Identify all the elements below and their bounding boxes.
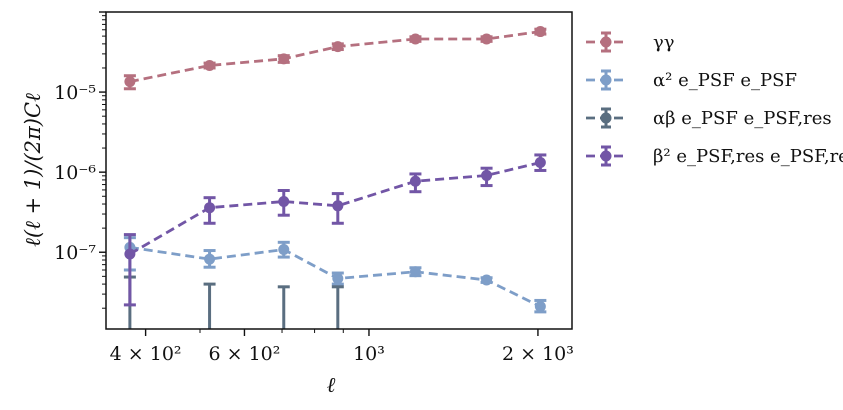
series-1 [123,236,547,314]
y-tick-label: 10⁻⁷ [54,242,96,264]
x-tick-label: 6 × 10² [209,343,281,365]
legend-handle-marker [600,150,612,162]
data-point [332,41,344,53]
series-2 [123,275,344,329]
legend-label: α² e_PSF e_PSF [653,70,797,91]
data-layer [123,26,547,329]
axes-layer: 10⁻⁵ 10⁻⁶ 10⁻⁷ 4 × 10² 6 × 10² 10³ 2 × 10³ [54,11,574,365]
data-point [409,175,421,187]
data-point [332,272,344,284]
y-tick-label: 10⁻⁵ [54,82,96,104]
legend: γγ α² e_PSF e_PSF αβ e_PSF e_PSF,res β² e_P… [586,31,843,167]
series-3 [123,153,547,307]
data-point [409,266,421,278]
data-point [481,33,493,45]
data-point [124,248,136,260]
data-point [278,244,290,256]
legend-label: γγ [653,32,675,53]
data-point [204,59,216,71]
legend-handle-marker [600,36,612,48]
x-tick-label: 10³ [353,343,385,365]
legend-handle-marker [600,112,612,124]
legend-entry: αβ e_PSF e_PSF,res [586,107,832,129]
data-point [534,301,546,313]
data-point [204,202,216,214]
x-axis-label: ℓ [327,373,336,397]
data-point [278,53,290,65]
plot-frame [105,11,573,330]
y-axis-label: ℓ(ℓ + 1)/(2π)Cℓ [21,93,45,247]
data-point [204,253,216,265]
x-tick-label: 2 × 10³ [502,343,574,365]
data-point [481,169,493,181]
legend-entry: β² e_PSF,res e_PSF,res [586,145,843,167]
series-line [129,30,541,84]
legend-handle-marker [600,74,612,86]
data-point [409,33,421,45]
data-point [534,157,546,169]
legend-entry: γγ [586,31,675,53]
legend-entry: α² e_PSF e_PSF [586,69,797,91]
y-tick-label: 10⁻⁶ [54,162,96,184]
data-point [278,196,290,208]
data-point [481,274,493,286]
legend-label: αβ e_PSF e_PSF,res [653,108,832,129]
data-point [124,76,136,88]
series-0 [123,26,547,91]
x-tick-label: 4 × 10² [110,343,182,365]
data-point [332,200,344,212]
data-point [534,26,546,38]
legend-label: β² e_PSF,res e_PSF,res [653,146,843,167]
